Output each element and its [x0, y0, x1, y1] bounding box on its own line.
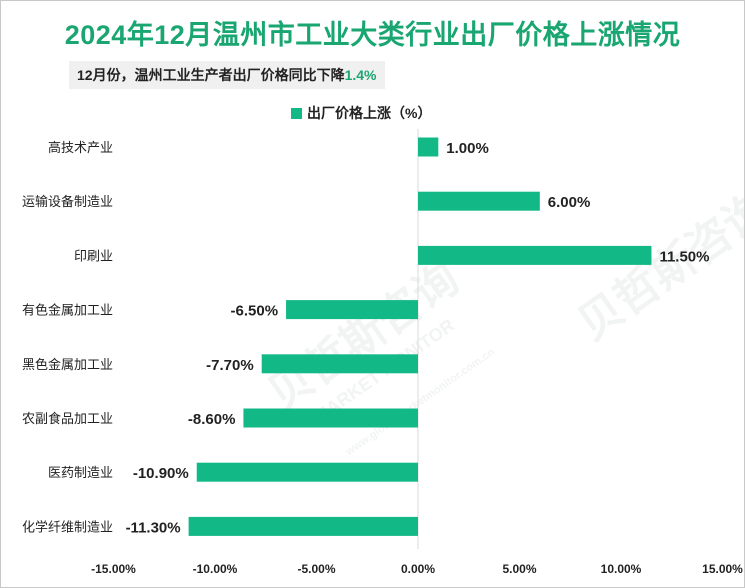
x-tick-label: -15.00%: [91, 562, 136, 576]
bar: [286, 300, 418, 320]
bar: [418, 137, 439, 157]
x-tick-label: 15.00%: [702, 562, 743, 576]
data-label: -11.30%: [126, 519, 181, 536]
x-tick-label: 10.00%: [601, 562, 642, 576]
data-label: -10.90%: [133, 465, 189, 482]
x-tick-label: -5.00%: [297, 562, 335, 576]
legend-label: 出厂价格上涨（%）: [307, 105, 432, 121]
data-label: 1.00%: [446, 140, 489, 157]
category-label: 黑色金属加工业: [22, 357, 113, 372]
legend: 出厂价格上涨（%）: [291, 104, 431, 122]
data-label: 11.50%: [659, 248, 709, 265]
x-tick-label: 0.00%: [401, 562, 435, 576]
x-tick-label: -10.00%: [193, 562, 238, 576]
bar: [243, 408, 418, 428]
subtitle-text: 12月份，温州工业生产者出厂价格同比下降: [77, 67, 345, 83]
category-label: 运输设备制造业: [22, 194, 113, 209]
category-label: 有色金属加工业: [22, 303, 113, 318]
category-label: 医药制造业: [48, 465, 113, 480]
subtitle-highlight-value: 1.4%: [344, 67, 377, 83]
category-label: 高技术产业: [48, 140, 113, 155]
bar: [418, 191, 540, 211]
x-tick-label: 5.00%: [502, 562, 536, 576]
legend-swatch: [291, 108, 302, 119]
bar: [196, 462, 418, 482]
category-label: 农副食品加工业: [22, 411, 113, 426]
data-label: -7.70%: [206, 357, 254, 374]
data-label: -8.60%: [188, 411, 236, 428]
chart-title: 2024年12月温州市工业大类行业出厂价格上涨情况: [64, 20, 681, 50]
category-label: 印刷业: [74, 248, 113, 263]
bar: [188, 516, 418, 536]
chart-subtitle: 12月份，温州工业生产者出厂价格同比下降1.4%: [69, 61, 385, 89]
bar: [418, 245, 652, 265]
bar: [261, 354, 418, 374]
data-label: 6.00%: [548, 194, 591, 211]
data-label: -6.50%: [231, 303, 279, 320]
category-label: 化学纤维制造业: [22, 519, 113, 534]
